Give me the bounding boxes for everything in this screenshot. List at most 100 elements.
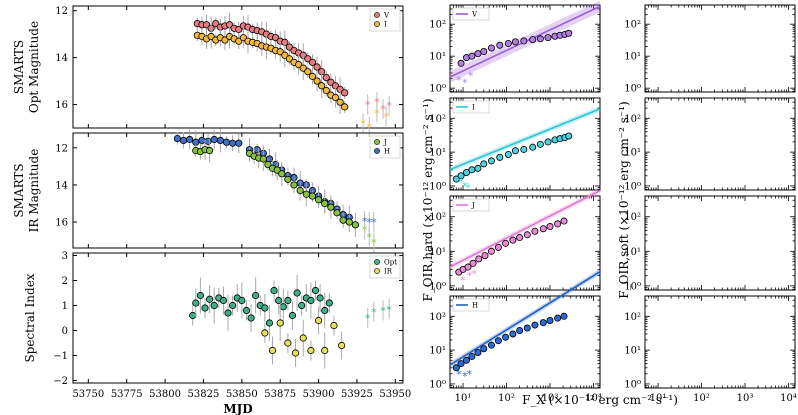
- y-tick-label: 10²: [624, 212, 641, 223]
- data-point: [504, 151, 512, 159]
- data-point: [520, 145, 528, 153]
- upper-limit-marker: *: [467, 368, 473, 381]
- data-point: [452, 364, 460, 372]
- data-point: [275, 296, 283, 305]
- data-point: [229, 139, 237, 147]
- data-point: [469, 259, 477, 267]
- legend: JH: [369, 135, 401, 159]
- data-point: [554, 220, 562, 228]
- upper-limit-marker: *: [456, 368, 462, 381]
- data-point: [474, 349, 482, 357]
- data-point: [345, 218, 353, 226]
- upper-limit-marker: *: [462, 370, 468, 383]
- y-tick-label: 10⁰: [624, 84, 641, 95]
- legend: VI: [369, 8, 401, 32]
- upper-limit-marker: *: [366, 231, 372, 244]
- y-tick-label: 10¹: [429, 346, 446, 357]
- fit-line: [449, 270, 601, 366]
- series-J: [192, 138, 360, 237]
- soft-panel-I: 10⁰ 10¹ 10²: [624, 97, 796, 192]
- y-tick-label: 10¹: [624, 148, 641, 159]
- data-point: [516, 327, 524, 335]
- legend-box: [452, 7, 490, 21]
- upper-limit-marker: *: [460, 274, 466, 287]
- data-point: [480, 345, 488, 353]
- legend-label: I: [472, 104, 475, 112]
- data-point: [308, 192, 317, 200]
- data-point: [531, 321, 539, 329]
- legend-marker: [374, 148, 380, 154]
- data-point: [496, 41, 504, 49]
- x-tick-label: 53950: [379, 389, 411, 400]
- data-point: [338, 341, 346, 350]
- upper-limit-marker: *: [374, 107, 380, 120]
- y-axis-label-line: IR Magnitude: [27, 149, 41, 233]
- fit-line: [449, 189, 601, 268]
- legend-box: [452, 198, 490, 212]
- data-point: [330, 321, 338, 330]
- y-tick-label: 10²: [429, 20, 446, 31]
- data-point: [308, 72, 317, 80]
- data-point: [536, 35, 544, 43]
- data-point: [261, 304, 269, 312]
- upper-limit-marker: *: [374, 96, 380, 109]
- soft-panel-J: 10⁰ 10¹ 10²: [624, 195, 796, 292]
- series-Opt: [189, 275, 333, 341]
- panel-frame: [72, 252, 404, 384]
- panel-frame: [72, 5, 404, 129]
- data-point: [290, 181, 298, 189]
- data-point: [302, 190, 310, 198]
- upper-limit-marker: *: [458, 176, 464, 189]
- y-tick-label: 16: [55, 100, 68, 111]
- soft-panel-V: 10⁰ 10¹ 10²: [624, 4, 796, 95]
- x-tick-label: 53925: [341, 389, 373, 400]
- data-point: [173, 134, 181, 143]
- data-point: [509, 330, 517, 338]
- data-point: [252, 291, 260, 300]
- data-point: [351, 221, 360, 229]
- legend-label: IR: [384, 268, 393, 276]
- data-point: [276, 319, 284, 327]
- soft-panel-H: 10⁰10¹10²10¹10²10³10⁴10⁰: [624, 295, 797, 404]
- data-point: [296, 186, 304, 195]
- legend-label: Opt: [384, 259, 397, 267]
- data-point: [278, 170, 286, 178]
- x-tick-label: 10³: [542, 393, 559, 404]
- y-tick-label: 3: [62, 251, 68, 262]
- data-point: [560, 312, 568, 320]
- data-point: [468, 352, 476, 360]
- x-tick-label: 10¹: [455, 393, 472, 404]
- data-point: [487, 247, 495, 255]
- data-point: [509, 236, 517, 244]
- y-axis-label-line: Opt Magnitude: [27, 21, 41, 113]
- panel-frame: [644, 97, 796, 191]
- upper-limit-marker: *: [362, 215, 368, 228]
- legend-marker: [374, 12, 380, 18]
- data-point: [452, 175, 460, 183]
- data-point: [206, 147, 214, 155]
- data-point: [487, 157, 495, 165]
- y-tick-label: 10²: [429, 114, 446, 125]
- x-tick-label: 10²: [693, 393, 710, 404]
- hard-y-axis-label: F_OIR,hard (×10⁻¹² erg cm⁻² s⁻¹): [421, 98, 435, 301]
- y-tick-label: 10⁰: [624, 281, 641, 292]
- data-point: [565, 132, 573, 140]
- upper-limit-marker: *: [386, 100, 392, 113]
- upper-limit-marker: *: [465, 181, 471, 194]
- data-point: [339, 216, 347, 224]
- series-IR: [261, 305, 346, 369]
- y-axis-label: SMARTSOpt Magnitude: [12, 21, 41, 113]
- legend-marker: [374, 268, 380, 274]
- y-tick-label: 10²: [429, 312, 446, 323]
- data-point: [494, 243, 502, 251]
- data-point: [544, 138, 552, 146]
- data-point: [546, 223, 554, 231]
- y-tick-label: 10¹: [624, 52, 641, 63]
- x-tick-label: 53750: [72, 389, 104, 400]
- panel-frame: [449, 195, 601, 291]
- data-point: [293, 289, 301, 297]
- legend-box: [452, 298, 490, 312]
- legend: I: [452, 100, 490, 114]
